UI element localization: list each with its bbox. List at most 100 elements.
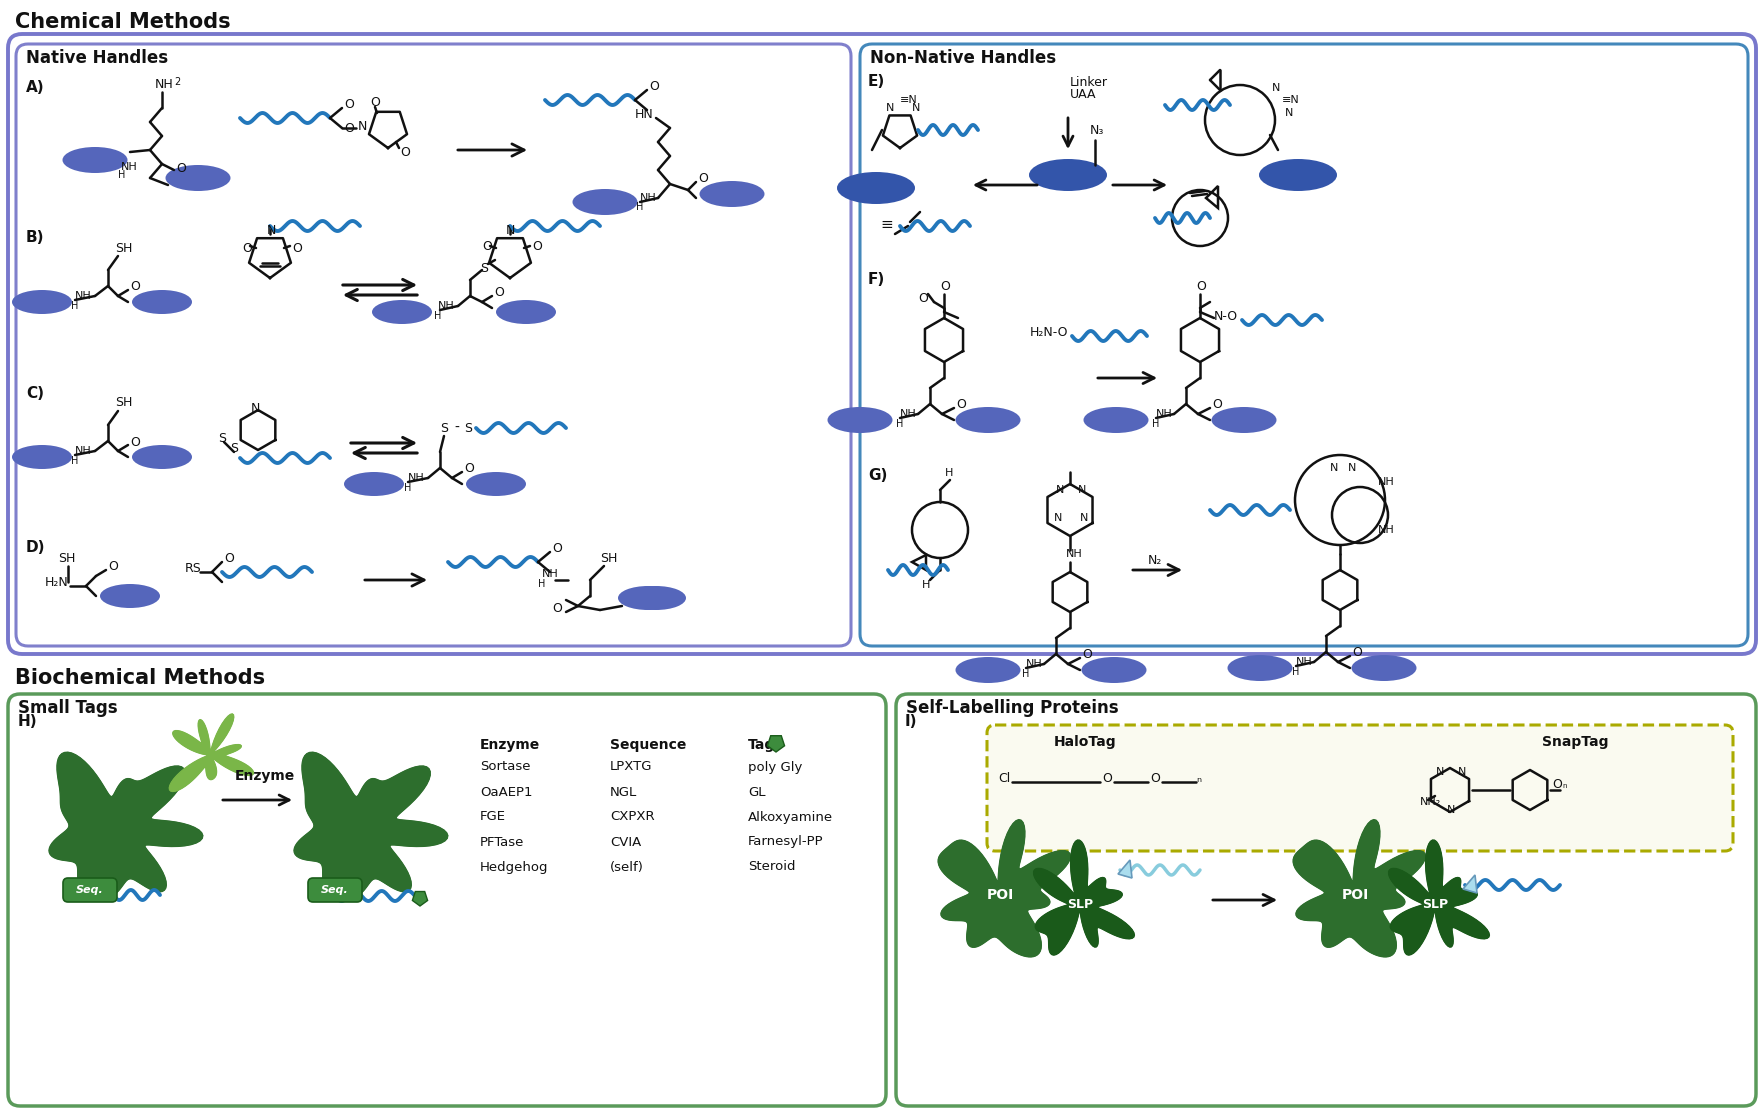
Ellipse shape xyxy=(827,407,892,433)
Text: N: N xyxy=(911,102,920,113)
Text: LPXTG: LPXTG xyxy=(610,761,652,773)
Text: FGE: FGE xyxy=(480,811,506,823)
Text: Seq.: Seq. xyxy=(76,885,104,895)
Text: POI: POI xyxy=(1342,888,1368,902)
Text: Small Tags: Small Tags xyxy=(18,698,118,717)
FancyBboxPatch shape xyxy=(63,878,116,902)
Text: O: O xyxy=(919,292,927,304)
Ellipse shape xyxy=(12,444,72,469)
Text: NH: NH xyxy=(1379,477,1395,487)
Ellipse shape xyxy=(573,189,638,215)
Text: NGL: NGL xyxy=(610,785,636,799)
Ellipse shape xyxy=(465,472,525,496)
Text: O: O xyxy=(481,240,492,253)
Text: O: O xyxy=(108,560,118,574)
Text: Sequence: Sequence xyxy=(610,737,686,752)
Text: N: N xyxy=(1285,108,1294,118)
Text: Linker: Linker xyxy=(1070,76,1107,88)
Text: O: O xyxy=(344,121,354,135)
Text: O: O xyxy=(1149,772,1160,784)
Polygon shape xyxy=(49,752,203,900)
Text: O: O xyxy=(1551,779,1562,792)
Text: Native Handles: Native Handles xyxy=(26,49,167,67)
Text: O: O xyxy=(1082,648,1091,662)
Text: H: H xyxy=(71,301,78,311)
Text: ≡N: ≡N xyxy=(899,95,919,105)
Text: N: N xyxy=(358,119,367,133)
Text: Chemical Methods: Chemical Methods xyxy=(16,12,231,32)
Text: ≡: ≡ xyxy=(880,216,892,232)
Polygon shape xyxy=(1389,840,1490,955)
Text: Enzyme: Enzyme xyxy=(234,769,294,783)
Text: Seq.: Seq. xyxy=(321,885,349,895)
Text: I): I) xyxy=(904,714,917,730)
Text: Tag: Tag xyxy=(748,737,776,752)
Text: 2: 2 xyxy=(175,77,180,87)
Text: Cl: Cl xyxy=(998,772,1010,784)
Ellipse shape xyxy=(166,165,231,190)
Text: F): F) xyxy=(867,273,885,287)
Text: S: S xyxy=(441,421,448,434)
Text: POI: POI xyxy=(986,888,1014,902)
Polygon shape xyxy=(294,752,448,900)
Text: O: O xyxy=(698,173,709,186)
Text: N: N xyxy=(1271,84,1280,92)
Text: -: - xyxy=(455,421,458,434)
Text: S: S xyxy=(480,262,488,274)
Text: H: H xyxy=(922,580,931,590)
Ellipse shape xyxy=(956,657,1021,683)
Text: HN: HN xyxy=(635,108,654,121)
Text: O: O xyxy=(649,80,659,94)
Text: poly Gly: poly Gly xyxy=(748,761,802,773)
Text: H₂N: H₂N xyxy=(46,576,69,588)
Text: O: O xyxy=(400,146,409,158)
Text: NH: NH xyxy=(1026,659,1042,670)
Text: N: N xyxy=(1077,485,1086,495)
Ellipse shape xyxy=(956,407,1021,433)
Text: Alkoxyamine: Alkoxyamine xyxy=(748,811,834,823)
Text: O: O xyxy=(176,162,185,175)
Ellipse shape xyxy=(100,584,160,608)
Text: NH: NH xyxy=(640,193,658,203)
Text: NH: NH xyxy=(541,569,559,579)
Text: RS: RS xyxy=(185,561,201,575)
Ellipse shape xyxy=(372,300,432,324)
Ellipse shape xyxy=(626,586,686,610)
Text: H: H xyxy=(538,579,545,589)
Text: H: H xyxy=(945,468,954,478)
Text: GL: GL xyxy=(748,785,765,799)
Text: N-O: N-O xyxy=(1215,310,1238,322)
Text: Steroid: Steroid xyxy=(748,860,795,873)
Text: N: N xyxy=(506,224,515,236)
Text: NH: NH xyxy=(437,301,455,311)
Text: B): B) xyxy=(26,231,44,245)
Text: SLP: SLP xyxy=(1423,899,1447,911)
Text: SH: SH xyxy=(115,242,132,254)
Text: SH: SH xyxy=(115,397,132,410)
Text: Biochemical Methods: Biochemical Methods xyxy=(16,668,264,688)
Text: O: O xyxy=(956,399,966,411)
Text: O: O xyxy=(344,98,354,110)
Text: H₂N-O: H₂N-O xyxy=(1030,325,1068,339)
Text: O: O xyxy=(1211,399,1222,411)
Text: SLP: SLP xyxy=(1067,899,1093,911)
Text: O: O xyxy=(494,286,504,300)
Polygon shape xyxy=(938,820,1070,957)
Text: H: H xyxy=(118,170,125,180)
Text: O: O xyxy=(224,551,234,565)
Text: H: H xyxy=(636,202,643,212)
Text: ₙ: ₙ xyxy=(1195,772,1201,784)
Text: N: N xyxy=(250,401,261,414)
Text: O: O xyxy=(293,242,301,254)
FancyBboxPatch shape xyxy=(309,878,361,902)
Polygon shape xyxy=(169,714,254,791)
Text: O: O xyxy=(464,462,474,476)
Text: D): D) xyxy=(26,540,46,556)
Text: Non-Native Handles: Non-Native Handles xyxy=(869,49,1056,67)
Text: S: S xyxy=(219,431,226,444)
Ellipse shape xyxy=(837,172,915,204)
Text: O: O xyxy=(552,602,562,615)
Text: O: O xyxy=(370,96,379,108)
Text: NH: NH xyxy=(899,409,917,419)
Text: H: H xyxy=(404,483,411,494)
